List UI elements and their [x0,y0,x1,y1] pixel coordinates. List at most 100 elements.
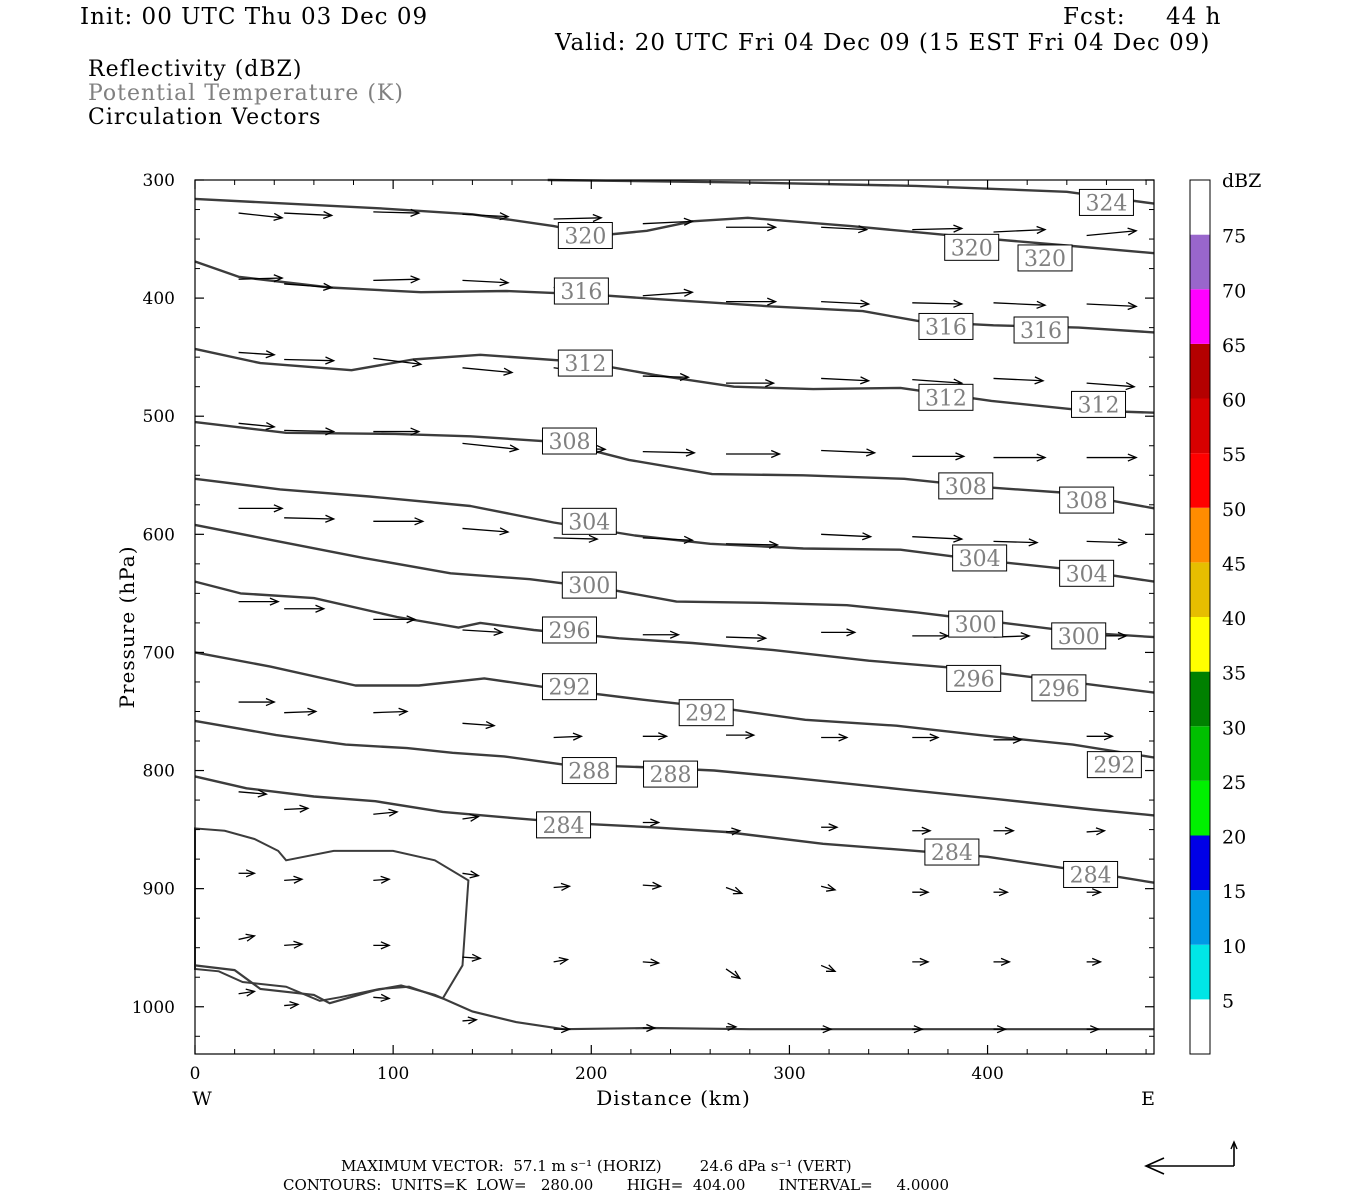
colorbar-bin-70 [1190,234,1210,290]
theta-label-text: 288 [568,760,610,785]
vector-head [1028,538,1039,547]
vector-head [860,299,871,308]
theta-label-296: 296 [946,664,1002,692]
vector-head [1127,227,1138,236]
vector-shaft [642,375,689,378]
vector-shaft [238,990,255,995]
vector-head [509,444,520,453]
theta-label-box [1078,188,1134,216]
vector-shaft [373,357,421,365]
vector-head [929,733,940,742]
terrain-layer [194,964,1154,1031]
vector-head [679,372,691,382]
vector-head [1127,301,1138,311]
vector-shaft [373,710,408,714]
vector-shaft [238,351,275,356]
circulation-vector [462,442,520,453]
vector-shaft [820,964,836,972]
x-tick-label: 200 [575,1064,607,1084]
theta-label-box [952,544,1008,572]
circulation-vector [462,813,480,822]
vector-head [825,964,837,972]
x-tick-label: 0 [190,1064,201,1084]
circulation-vector [725,886,744,895]
circulation-vector [1086,538,1128,547]
circulation-vector [820,883,837,892]
theta-label-box [541,427,597,455]
theta-label-292: 292 [678,699,734,727]
colorbar-bin-0 [1190,999,1210,1054]
theta-label-box [1051,622,1107,650]
circulation-vector [912,957,930,966]
circulation-vector [912,1025,924,1034]
colorbar-tick-label: 30 [1222,717,1246,739]
circulation-vector [238,869,257,878]
circulation-vector [462,870,480,879]
vector-head [323,210,334,220]
circulation-vector [238,504,284,513]
circulation-vector [238,421,276,431]
circulation-vector [642,372,691,382]
vector-head [650,818,661,827]
x-tick-label: 300 [773,1064,805,1084]
theta-label-text: 320 [951,236,993,261]
theta-label-box [536,811,592,839]
vector-shaft [462,629,503,634]
vector-head [913,1025,924,1034]
vector-head [770,449,782,459]
vector-shaft [462,956,481,959]
colorbar-frame [1189,179,1211,1055]
theta-label-296: 296 [541,616,597,644]
circulation-vector [553,213,603,223]
vector-head [293,940,304,949]
theta-label-box [918,312,974,340]
vector-head [469,813,480,822]
vector-shaft [553,885,570,889]
circulation-vector [912,631,950,641]
colorbar-bin-5 [1190,944,1210,1000]
theta-label-box [541,616,597,644]
vector-head [919,888,930,897]
circulation-vector [993,300,1047,309]
theta-label-box [1059,486,1115,514]
vector-head [412,359,423,368]
circulation-vector [238,933,257,942]
vector-head [592,213,603,223]
theta-label-text: 296 [953,667,995,692]
vector-head [649,958,661,967]
circulation-vector [1086,227,1138,237]
circulation-vector [1086,301,1138,311]
circulation-vector [553,534,599,543]
circulation-vector [373,993,391,1002]
circulation-vector [642,630,681,639]
vector-shaft [462,279,509,284]
circulation-vector [238,212,284,222]
vector-shaft [238,422,275,428]
vector-shaft [373,211,419,214]
circulation-vector [993,957,1012,966]
vector-head [322,282,334,291]
vector-head [1036,300,1047,309]
colorbar-tick-label: 35 [1222,663,1246,685]
circulation-vector [993,888,1010,897]
vector-head [727,1022,738,1031]
theta-label-text: 316 [925,315,967,340]
valid-time: Valid: 20 UTC Fri 04 Dec 09 (15 EST Fri … [555,30,1211,56]
terrain-line [194,964,1154,1031]
theta-label-text: 288 [650,763,692,788]
vector-head [293,875,304,884]
vector-head [265,697,276,707]
vector-head [307,707,318,716]
vector-head [245,988,257,997]
theta-label-308: 308 [938,472,994,500]
theta-contour-316 [194,260,1155,334]
circulation-vector [1086,1025,1101,1034]
theta-label-300: 300 [948,610,1004,638]
vector-head [325,427,336,436]
theta-label-316: 316 [1013,316,1069,344]
colorbar-tick-label: 25 [1222,772,1246,794]
circulation-vector [642,732,669,741]
vector-head [765,379,776,388]
vector-shaft [284,429,334,433]
vector-head [1091,888,1103,897]
